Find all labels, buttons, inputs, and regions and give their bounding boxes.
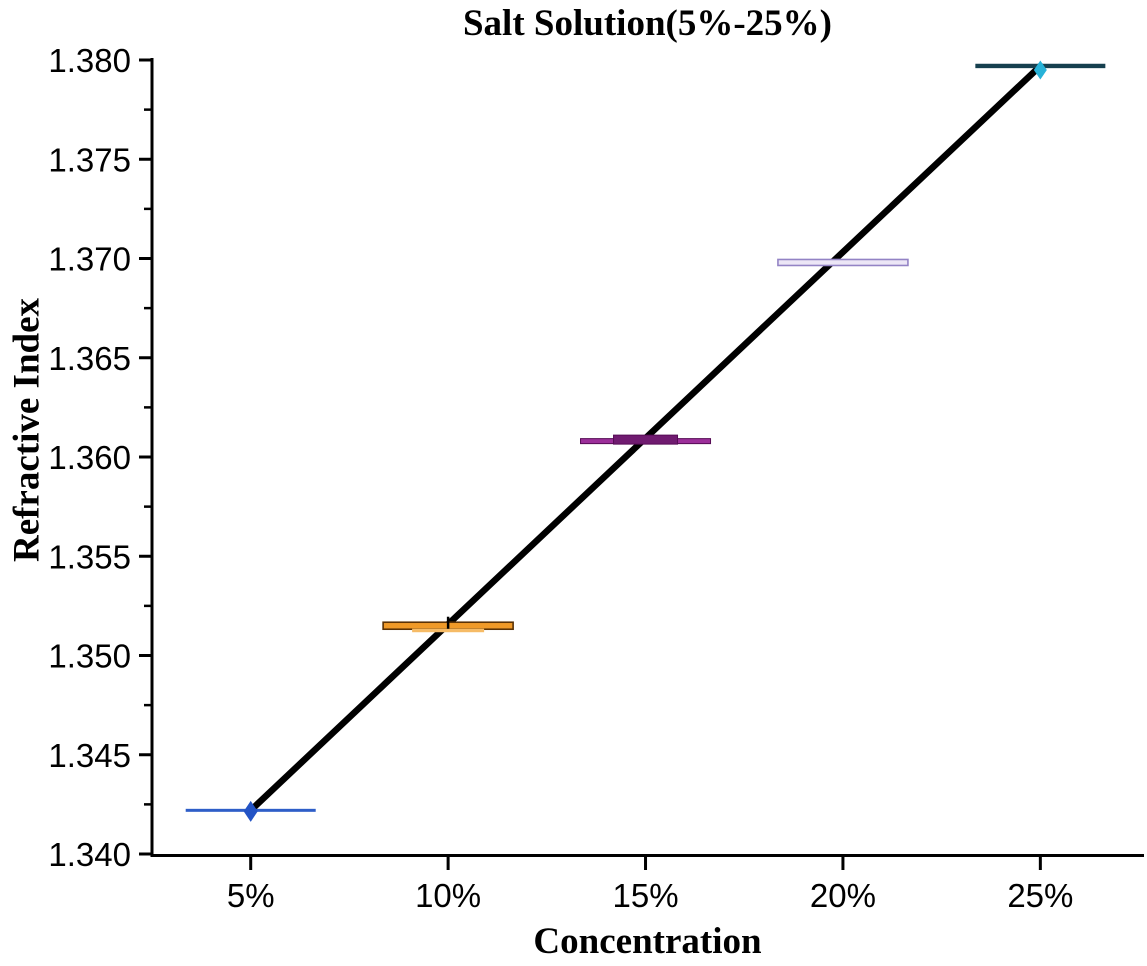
chart-title: Salt Solution(5%-25%) xyxy=(462,3,832,44)
box-lip-10pct xyxy=(412,628,485,633)
y-tick-label: 1.350 xyxy=(48,638,131,675)
x-tick-label: 25% xyxy=(1007,877,1073,914)
y-tick-label: 1.360 xyxy=(48,439,131,476)
x-tick-label: 15% xyxy=(612,877,678,914)
y-tick-label: 1.340 xyxy=(48,836,131,873)
x-tick-label: 20% xyxy=(810,877,876,914)
y-tick-label: 1.380 xyxy=(48,42,131,79)
y-tick-label: 1.375 xyxy=(48,141,131,178)
x-axis-label: Concentration xyxy=(533,921,762,962)
box-15pct xyxy=(613,434,679,445)
y-tick-label: 1.345 xyxy=(48,737,131,774)
x-tick-label: 10% xyxy=(415,877,481,914)
y-tick-label: 1.355 xyxy=(48,538,131,575)
diamond-marker-5pct xyxy=(243,800,258,822)
box-20pct xyxy=(777,258,909,267)
x-tick-label: 5% xyxy=(227,877,275,914)
diamond-marker-25pct xyxy=(1033,60,1047,80)
y-tick-label: 1.370 xyxy=(48,241,131,278)
y-tick-label: 1.365 xyxy=(48,340,131,377)
